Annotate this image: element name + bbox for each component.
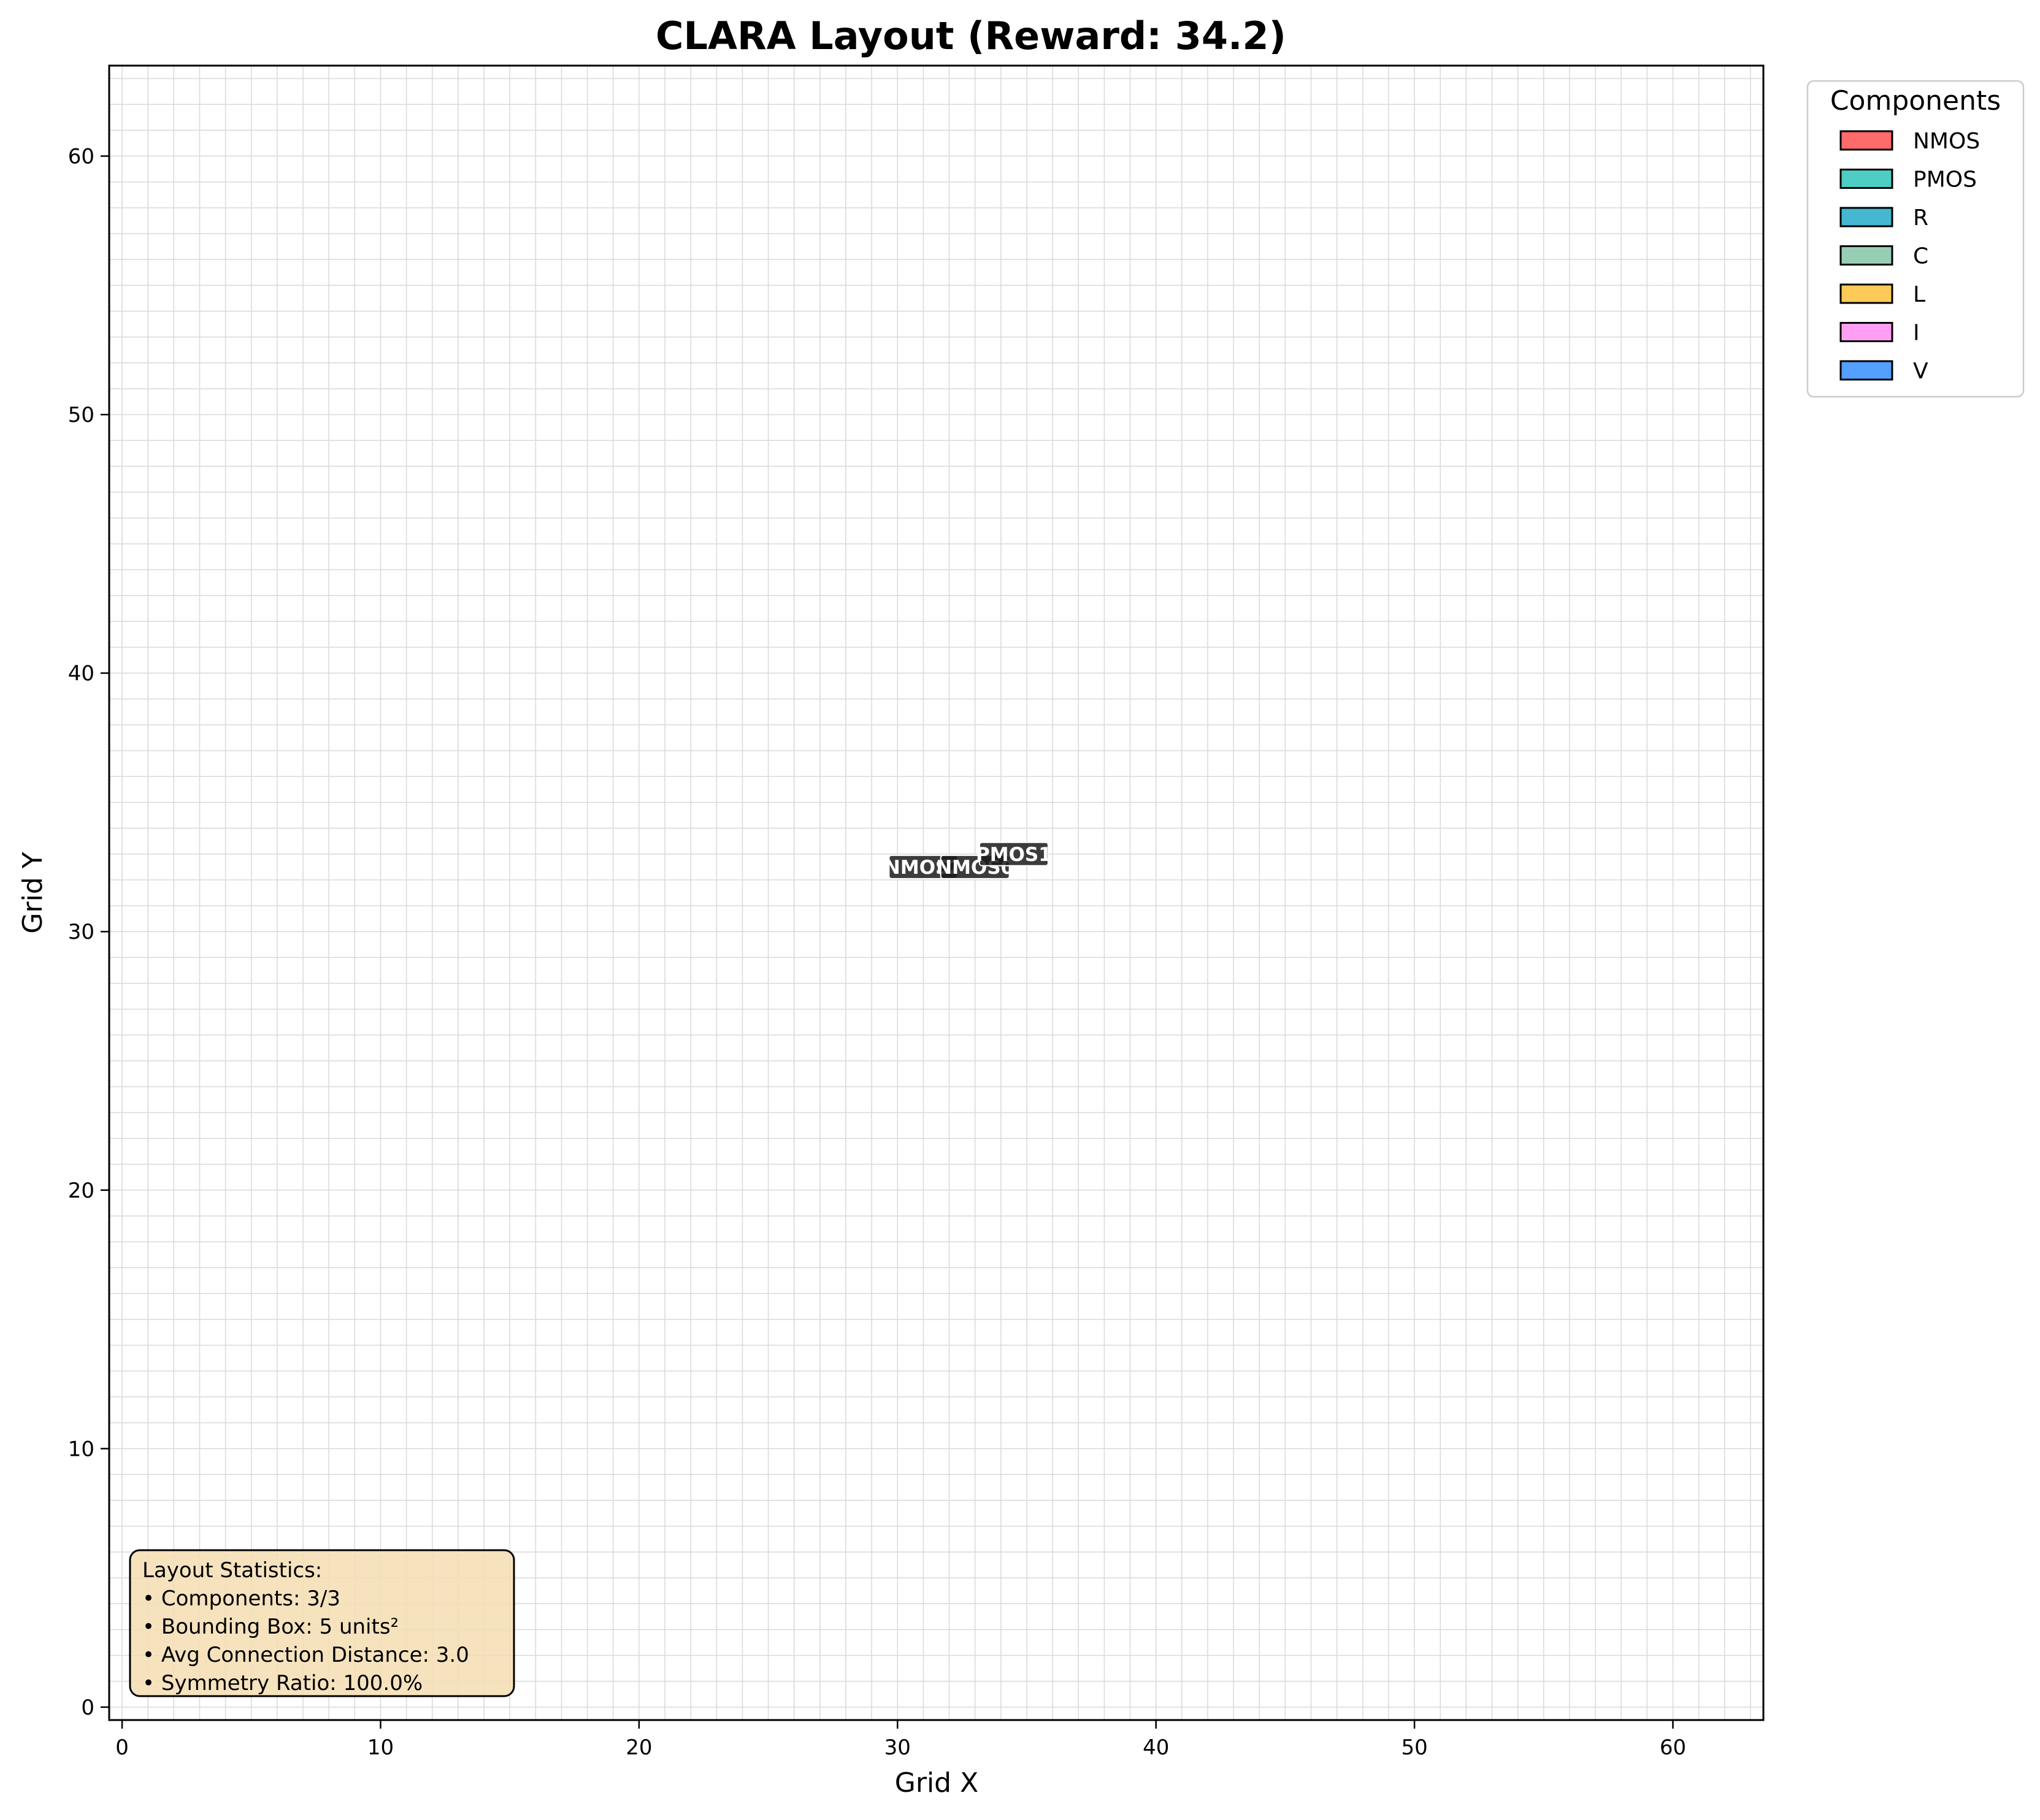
- plot-area-frame: [108, 64, 1765, 1721]
- y-tick-label: 30: [68, 920, 94, 944]
- x-tick-label: 30: [884, 1735, 911, 1760]
- y-tick-label: 60: [68, 145, 94, 169]
- legend-swatch: [1839, 130, 1893, 151]
- statistics-line: • Symmetry Ratio: 100.0%: [142, 1671, 423, 1696]
- legend-entry-v: V: [1839, 359, 1928, 384]
- grid-layer: [109, 66, 1763, 1720]
- legend-label: PMOS: [1913, 167, 1977, 193]
- statistics-line: • Components: 3/3: [142, 1586, 340, 1611]
- legend-entry-nmos: NMOS: [1839, 129, 1980, 154]
- legend-swatch: [1839, 283, 1893, 304]
- legend-label: V: [1913, 359, 1928, 384]
- component-label-pmos1: PMOS1: [976, 841, 1052, 866]
- y-tick-label: 20: [68, 1179, 94, 1203]
- legend-entry-c: C: [1839, 244, 1928, 269]
- statistics-box-frame: [129, 1549, 515, 1697]
- legend-label: NMOS: [1913, 129, 1980, 154]
- layout-statistics-box: Layout Statistics: • Components: 3/3 • Bou…: [129, 1549, 515, 1697]
- y-tick-label: 0: [81, 1696, 94, 1720]
- legend-entry-r: R: [1839, 205, 1928, 231]
- x-axis-label: Grid X: [895, 1767, 978, 1799]
- chart-title: CLARA Layout (Reward: 34.2): [656, 13, 1286, 58]
- legend-entry-i: I: [1839, 321, 1920, 346]
- x-tick-label: 60: [1660, 1735, 1686, 1760]
- legend-swatch: [1839, 207, 1893, 228]
- legend-swatch: [1839, 360, 1893, 381]
- legend-title: Components: [1830, 85, 2001, 117]
- x-tick-label: 0: [115, 1735, 129, 1760]
- legend-frame: [1806, 80, 2025, 398]
- y-tick-label: 50: [68, 403, 94, 427]
- component-label-text: PMOS1: [976, 844, 1052, 866]
- legend-swatch: [1839, 245, 1893, 266]
- statistics-line: • Bounding Box: 5 units²: [142, 1615, 399, 1639]
- x-tick-label: 20: [626, 1735, 652, 1760]
- component-label-box: [978, 841, 1049, 866]
- legend-label: L: [1913, 282, 1925, 307]
- legend-entry-l: L: [1839, 282, 1925, 307]
- legend-swatch: [1839, 322, 1893, 342]
- y-axis-label: Grid Y: [17, 852, 48, 933]
- y-tick-label: 40: [68, 662, 94, 686]
- x-tick-label: 10: [367, 1735, 394, 1760]
- statistics-line: • Avg Connection Distance: 3.0: [142, 1643, 469, 1667]
- x-tick-label: 40: [1143, 1735, 1169, 1760]
- ticks-layer: 0 10 20 30 40 50 60 0 10 20 30 40 50 60: [68, 145, 1686, 1760]
- y-tick-label: 10: [68, 1437, 94, 1461]
- legend-label: R: [1913, 205, 1928, 231]
- x-tick-label: 50: [1401, 1735, 1427, 1760]
- legend-label: C: [1913, 244, 1928, 269]
- statistics-heading: Layout Statistics:: [142, 1558, 322, 1583]
- legend-entry-pmos: PMOS: [1839, 167, 1977, 193]
- legend-label: I: [1913, 321, 1920, 346]
- legend-swatch: [1839, 169, 1893, 189]
